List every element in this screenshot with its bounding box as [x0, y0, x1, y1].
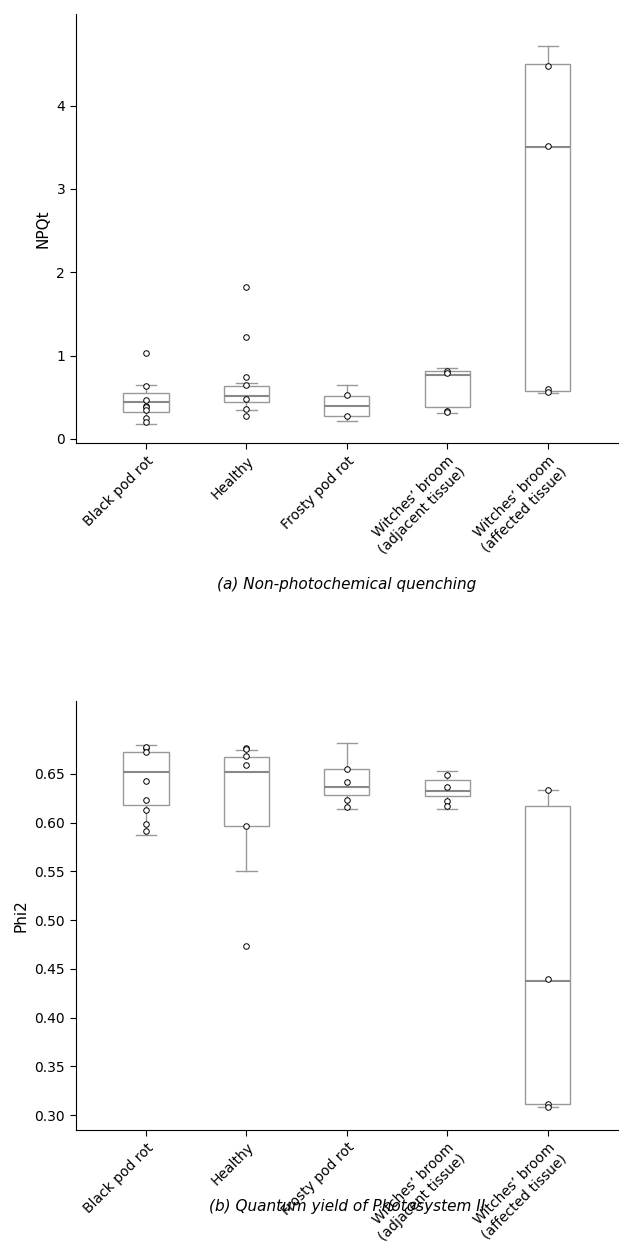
FancyBboxPatch shape: [324, 395, 370, 416]
Text: (a) Non-photochemical quenching: (a) Non-photochemical quenching: [217, 577, 477, 593]
Y-axis label: Phi2: Phi2: [14, 899, 29, 932]
FancyBboxPatch shape: [123, 392, 169, 413]
FancyBboxPatch shape: [525, 806, 571, 1103]
Y-axis label: NPQt: NPQt: [36, 209, 51, 248]
FancyBboxPatch shape: [123, 752, 169, 805]
FancyBboxPatch shape: [224, 757, 269, 825]
FancyBboxPatch shape: [425, 780, 470, 796]
FancyBboxPatch shape: [425, 371, 470, 408]
FancyBboxPatch shape: [324, 769, 370, 795]
FancyBboxPatch shape: [525, 64, 571, 390]
Text: (b) Quantum yield of Photosystem II: (b) Quantum yield of Photosystem II: [209, 1199, 485, 1214]
FancyBboxPatch shape: [224, 386, 269, 403]
